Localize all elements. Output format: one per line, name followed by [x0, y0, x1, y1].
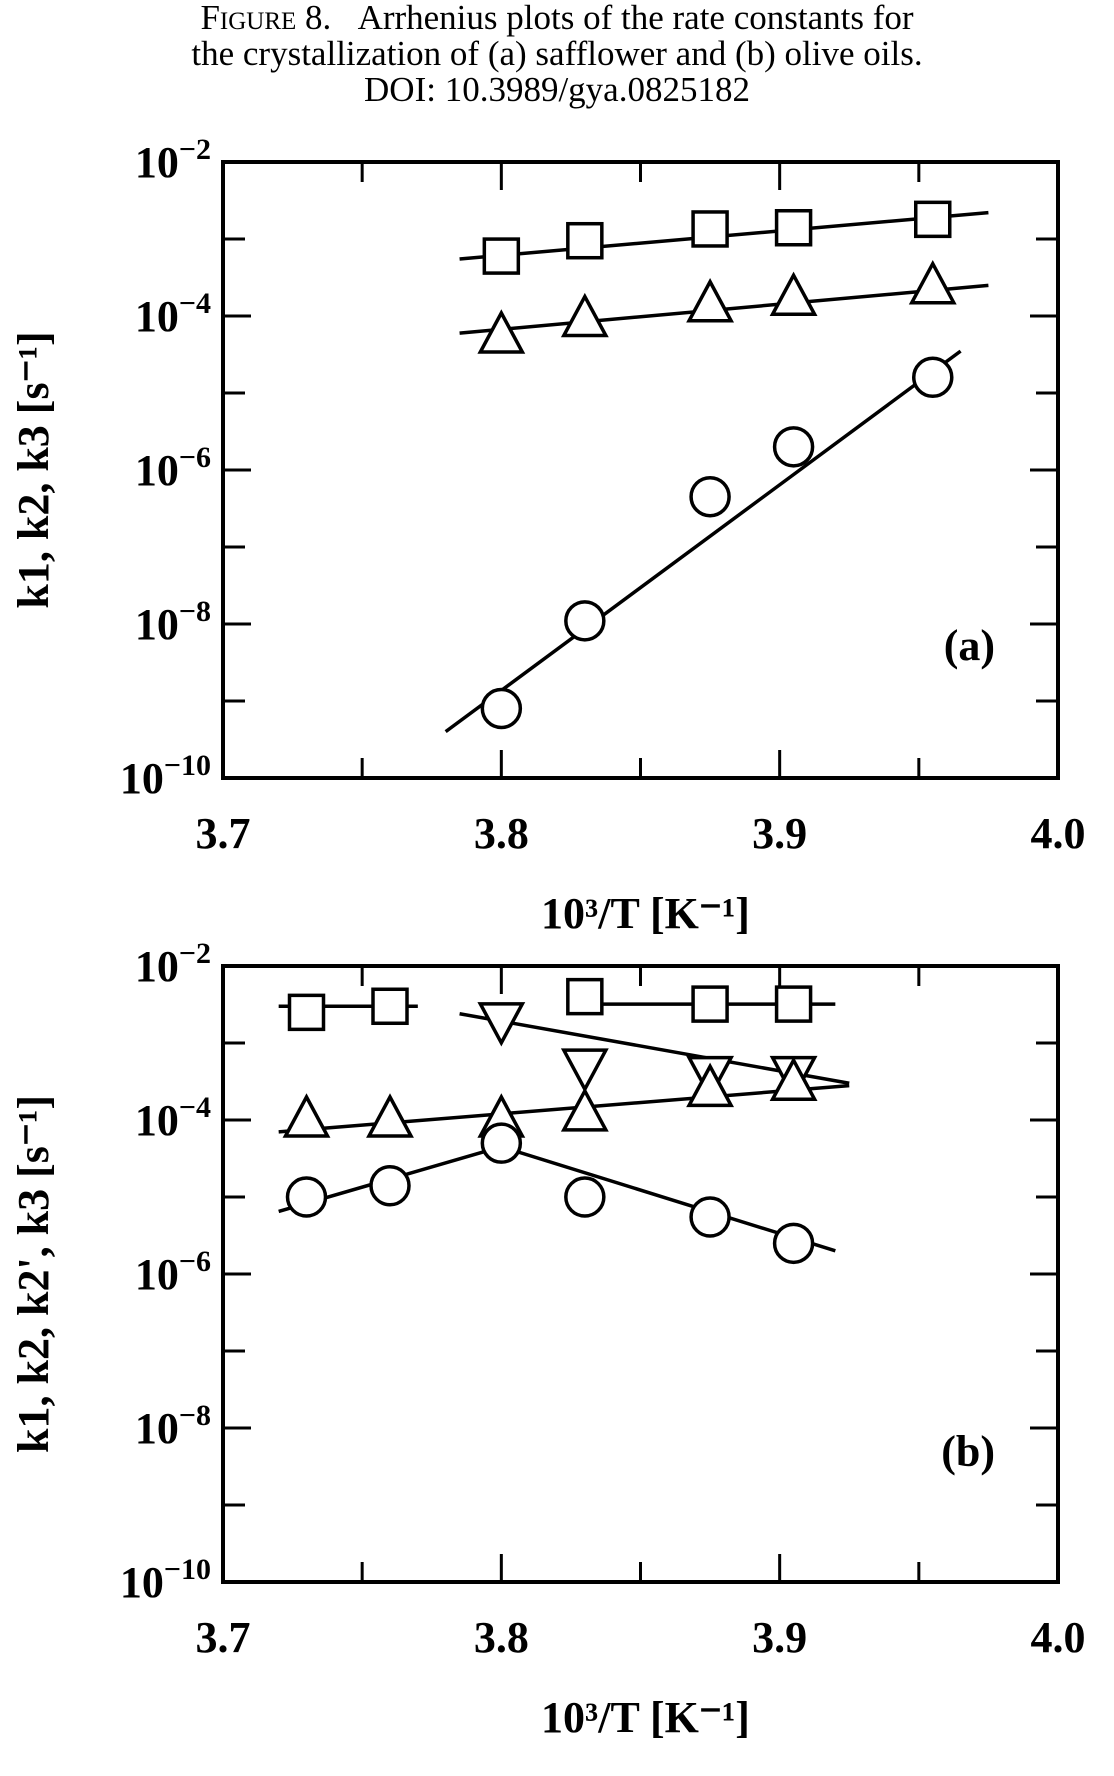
caption-line-1-text: Arrhenius plots of the rate constants fo… [357, 0, 914, 37]
y-tick-label: 10−2 [135, 937, 211, 991]
data-point-triangle-up [282, 1093, 331, 1138]
data-point-circle [480, 1122, 523, 1164]
data-point-square [287, 993, 326, 1032]
y-tick-label: 10−4 [135, 1091, 211, 1145]
chart-panel-b: 3.7 3.8 3.9 4.0 10−2 10−4 10−6 10−8 10−10 10³/T [… [9, 937, 1086, 1742]
data-point-square [691, 985, 729, 1023]
x-tick-label: 3.8 [474, 1613, 529, 1662]
caption-line-3: DOI: 10.3989/gya.0825182 [364, 70, 750, 109]
data-point-square [371, 987, 409, 1026]
y-axis-label: k1, k2, k2', k3 [s⁻¹] [9, 1095, 58, 1453]
data-point-circle [689, 1196, 731, 1238]
data-point-square [774, 985, 813, 1023]
x-axis-label: 10³/T [K⁻¹] [541, 1693, 750, 1742]
data-point-square [691, 210, 729, 248]
y-tick-label: 10−10 [120, 749, 211, 803]
data-point-triangle-up [560, 1087, 609, 1132]
plot-frame [221, 964, 1060, 1584]
panel-label: (b) [941, 1427, 995, 1476]
x-tick-label: 3.7 [196, 1613, 251, 1662]
data-point-circle [689, 475, 731, 518]
data-point-circle [564, 1176, 606, 1218]
data-point-triangle-down [560, 1048, 609, 1093]
chart-panel-a: 3.7 3.8 3.9 4.0 10−2 10−4 10−6 10−8 10−10 10³/T [… [9, 133, 1086, 938]
y-tick-label: 10−2 [135, 133, 211, 187]
fit-line-circle [444, 349, 962, 734]
data-point-square [566, 977, 604, 1016]
data-point-square [774, 208, 813, 247]
y-tick-label: 10−8 [135, 595, 211, 649]
x-tick-label: 3.9 [752, 1613, 807, 1662]
data-point-square [482, 237, 521, 275]
data-point-triangle-up [769, 1056, 818, 1102]
data-point-triangle-up [686, 278, 735, 323]
x-tick-label: 4.0 [1031, 809, 1086, 858]
data-point-triangle-up [366, 1093, 414, 1138]
data-point-circle [772, 1222, 815, 1265]
data-point-triangle-down [477, 1002, 526, 1047]
data-point-square [914, 200, 952, 239]
data-point-square [566, 221, 604, 260]
x-tick-label: 3.8 [474, 809, 529, 858]
x-axis-label: 10³/T [K⁻¹] [541, 889, 750, 938]
caption-figure-label: Figure 8. [200, 0, 332, 37]
y-tick-label: 10−6 [135, 441, 211, 495]
data-point-triangle-up [908, 260, 957, 305]
data-point-triangle-up [686, 1062, 735, 1108]
data-point-circle [285, 1176, 328, 1218]
data-point-circle [369, 1164, 411, 1207]
data-point-triangle-up [560, 292, 609, 338]
caption-line-2: the crystallization of (a) safflower and… [191, 34, 923, 73]
x-tick-label: 4.0 [1031, 1613, 1086, 1662]
data-point-circle [480, 687, 523, 730]
caption-line-1: Figure 8. Arrhenius plots of the rate co… [0, 0, 1114, 36]
fit-line-triangle-up [278, 1083, 850, 1134]
data-point-triangle-up [769, 271, 818, 317]
plot-frame [221, 160, 1060, 780]
data-point-circle [912, 356, 954, 399]
figure-caption: Figure 8. Arrhenius plots of the rate co… [0, 0, 1114, 108]
y-tick-label: 10−10 [120, 1553, 211, 1607]
data-point-circle [564, 600, 606, 642]
y-axis-label: k1, k2, k3 [s⁻¹] [9, 331, 58, 608]
panel-label: (a) [944, 621, 995, 670]
x-tick-label: 3.7 [196, 809, 251, 858]
data-point-triangle-up [477, 309, 526, 354]
x-tick-label: 3.9 [752, 809, 807, 858]
data-point-circle [772, 426, 815, 468]
y-tick-label: 10−8 [135, 1399, 211, 1453]
y-tick-label: 10−6 [135, 1245, 211, 1299]
y-tick-label: 10−4 [135, 287, 211, 341]
